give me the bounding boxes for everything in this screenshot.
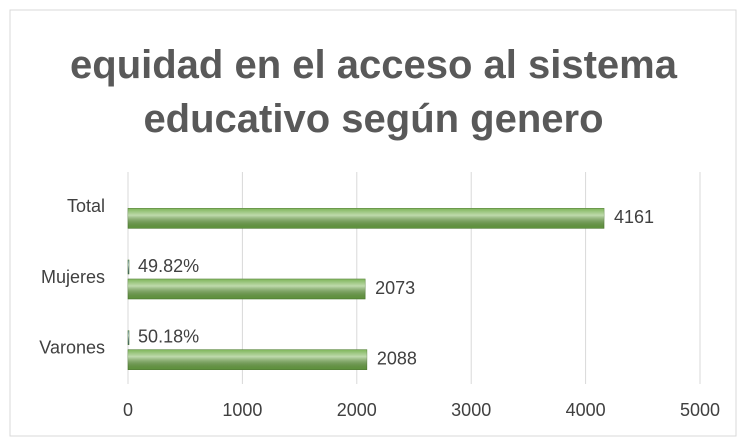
x-tick-label: 2000: [337, 400, 377, 420]
chart-title: equidad en el acceso al sistema educativ…: [70, 43, 677, 141]
data-label: 4161: [614, 207, 654, 227]
data-label: 50.18%: [138, 326, 199, 346]
y-tick-label: Mujeres: [41, 267, 105, 287]
bar-shine: [128, 349, 367, 370]
data-label: 49.82%: [138, 256, 199, 276]
data-label: 2088: [377, 348, 417, 368]
chart-border: [9, 9, 737, 437]
y-tick-label: Varones: [39, 337, 105, 357]
data-label: 2073: [375, 278, 415, 298]
bar-shine: [128, 260, 129, 274]
x-tick-label: 1000: [222, 400, 262, 420]
x-tick-label: 4000: [566, 400, 606, 420]
x-tick-label: 0: [123, 400, 133, 420]
x-tick-label: 5000: [680, 400, 720, 420]
bar-shine: [128, 208, 605, 229]
y-tick-label: Total: [67, 196, 105, 216]
x-tick-label: 3000: [451, 400, 491, 420]
bar-shine: [128, 330, 129, 345]
bar-shine: [128, 279, 366, 299]
